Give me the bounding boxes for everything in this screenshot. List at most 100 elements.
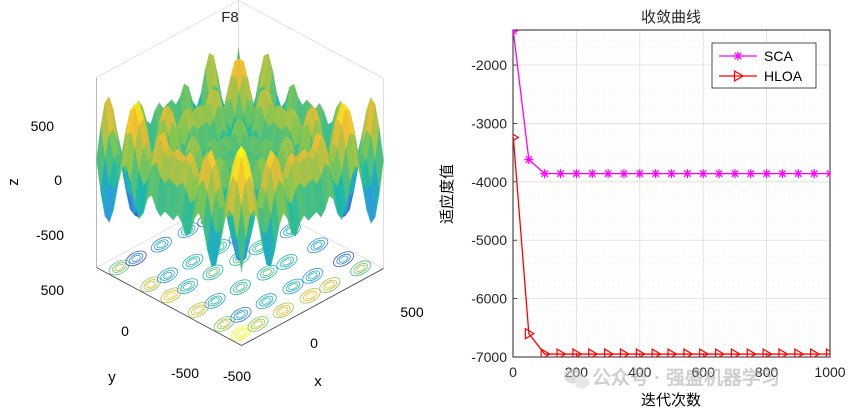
wechat-icon: [564, 368, 590, 389]
data-point-sca: [635, 169, 645, 179]
contour-ring: [333, 251, 355, 267]
contour-ring: [163, 289, 179, 301]
z-tick-label: 0: [54, 172, 62, 188]
marker-stroke: [699, 170, 707, 178]
contour-ring: [230, 325, 252, 341]
data-point-sca: [698, 169, 708, 179]
marker-stroke: [636, 170, 644, 178]
data-point-sca: [730, 169, 740, 179]
contour-ring: [131, 254, 141, 262]
contour-ring: [182, 282, 193, 290]
data-point-sca: [556, 169, 566, 179]
contour-ring: [125, 250, 147, 267]
marker-stroke: [541, 170, 549, 178]
contour-ring: [236, 329, 246, 337]
contour-ring: [154, 239, 169, 251]
data-point-sca: [571, 169, 581, 179]
x-tick-label: 0: [509, 364, 517, 380]
contour-ring: [282, 278, 304, 295]
marker-stroke: [826, 172, 830, 178]
contour-ring: [288, 283, 298, 291]
legend-label-sca: SCA: [764, 48, 793, 64]
contour-ring: [302, 290, 318, 302]
contour-ring: [338, 255, 349, 263]
marker-stroke: [652, 170, 660, 178]
chart-title: 收敛曲线: [641, 9, 701, 26]
z-tick-label: 500: [31, 118, 55, 134]
chart-ticks: 02004006008001000-2000-3000-4000-5000-60…: [471, 57, 846, 380]
legend-marker-glyph: [733, 69, 745, 83]
contour-ring: [177, 278, 199, 294]
data-point-hloa: [619, 348, 631, 357]
legend-marker-sca: [733, 51, 743, 61]
contour-ring: [219, 320, 229, 328]
contour-ring: [143, 279, 158, 290]
contour-ring: [272, 302, 294, 319]
data-point-sca: [619, 169, 629, 179]
x-axis-label: x: [314, 373, 322, 390]
data-point-sca: [603, 169, 613, 179]
x-tick-label: 600: [692, 364, 716, 380]
contour-ring: [213, 316, 235, 332]
contour-ring: [279, 222, 301, 239]
x-tick-label: -500: [223, 368, 251, 384]
marker-stroke: [826, 170, 830, 175]
x-tick-label: 800: [755, 364, 779, 380]
data-point-sca: [825, 169, 830, 179]
contour-ring: [160, 287, 182, 304]
contour-ring: [234, 327, 249, 339]
contour-ring: [305, 270, 320, 282]
marker-stroke: [715, 170, 723, 178]
data-point-sca: [746, 169, 756, 179]
data-point-hloa: [556, 348, 567, 357]
axis-edge: [96, 267, 384, 347]
y-tick-label: -6000: [471, 291, 507, 307]
contour-ring: [162, 271, 173, 279]
data-point-hloa: [667, 348, 678, 357]
x-tick-label: 0: [310, 335, 318, 351]
marker-stroke: [731, 170, 739, 178]
data-point-hloa: [762, 348, 773, 357]
marker-stroke: [667, 170, 676, 178]
contour-ring: [216, 318, 232, 330]
contour-ring: [146, 280, 156, 288]
contour-ring: [156, 241, 167, 249]
y-tick-label: -7000: [471, 349, 507, 365]
marker-stroke: [734, 52, 742, 60]
data-point-hloa: [651, 348, 662, 357]
contour-ring: [319, 277, 341, 293]
data-point-sca: [714, 169, 724, 179]
contour-ring: [276, 254, 298, 270]
contour-ring: [262, 269, 272, 277]
contour-ring: [191, 304, 206, 316]
contour-ring: [285, 281, 301, 292]
contour-ring: [355, 264, 366, 272]
marker-stroke: [778, 170, 787, 178]
contour-ring: [188, 258, 198, 266]
contour-ring: [233, 309, 249, 321]
marker-stroke: [572, 170, 581, 178]
contour-ring: [261, 297, 271, 305]
contour-ring: [112, 262, 127, 273]
contour-ring: [250, 318, 266, 330]
marker-stroke: [620, 170, 628, 178]
data-point-hloa: [524, 327, 536, 340]
y-tick-label: -4000: [471, 174, 507, 190]
contour-ring: [247, 316, 269, 332]
contour-ring: [350, 260, 372, 277]
marker-stroke: [556, 170, 565, 178]
x-tick-label: 1000: [814, 364, 845, 380]
y-axis-title: 适应度值: [438, 164, 456, 224]
chart-legend: SCA HLOA: [711, 42, 817, 89]
data-point-sca: [540, 169, 550, 179]
contour-ring: [210, 297, 220, 305]
x-axis-title: 迭代次数: [641, 392, 701, 409]
marker-stroke: [604, 170, 612, 178]
contour-ring: [208, 268, 218, 276]
watermark: 公众号 · 强盛机器学习: [564, 366, 780, 389]
contour-ring: [180, 280, 195, 292]
contour-ring: [128, 253, 144, 264]
contour-ring: [253, 320, 263, 328]
